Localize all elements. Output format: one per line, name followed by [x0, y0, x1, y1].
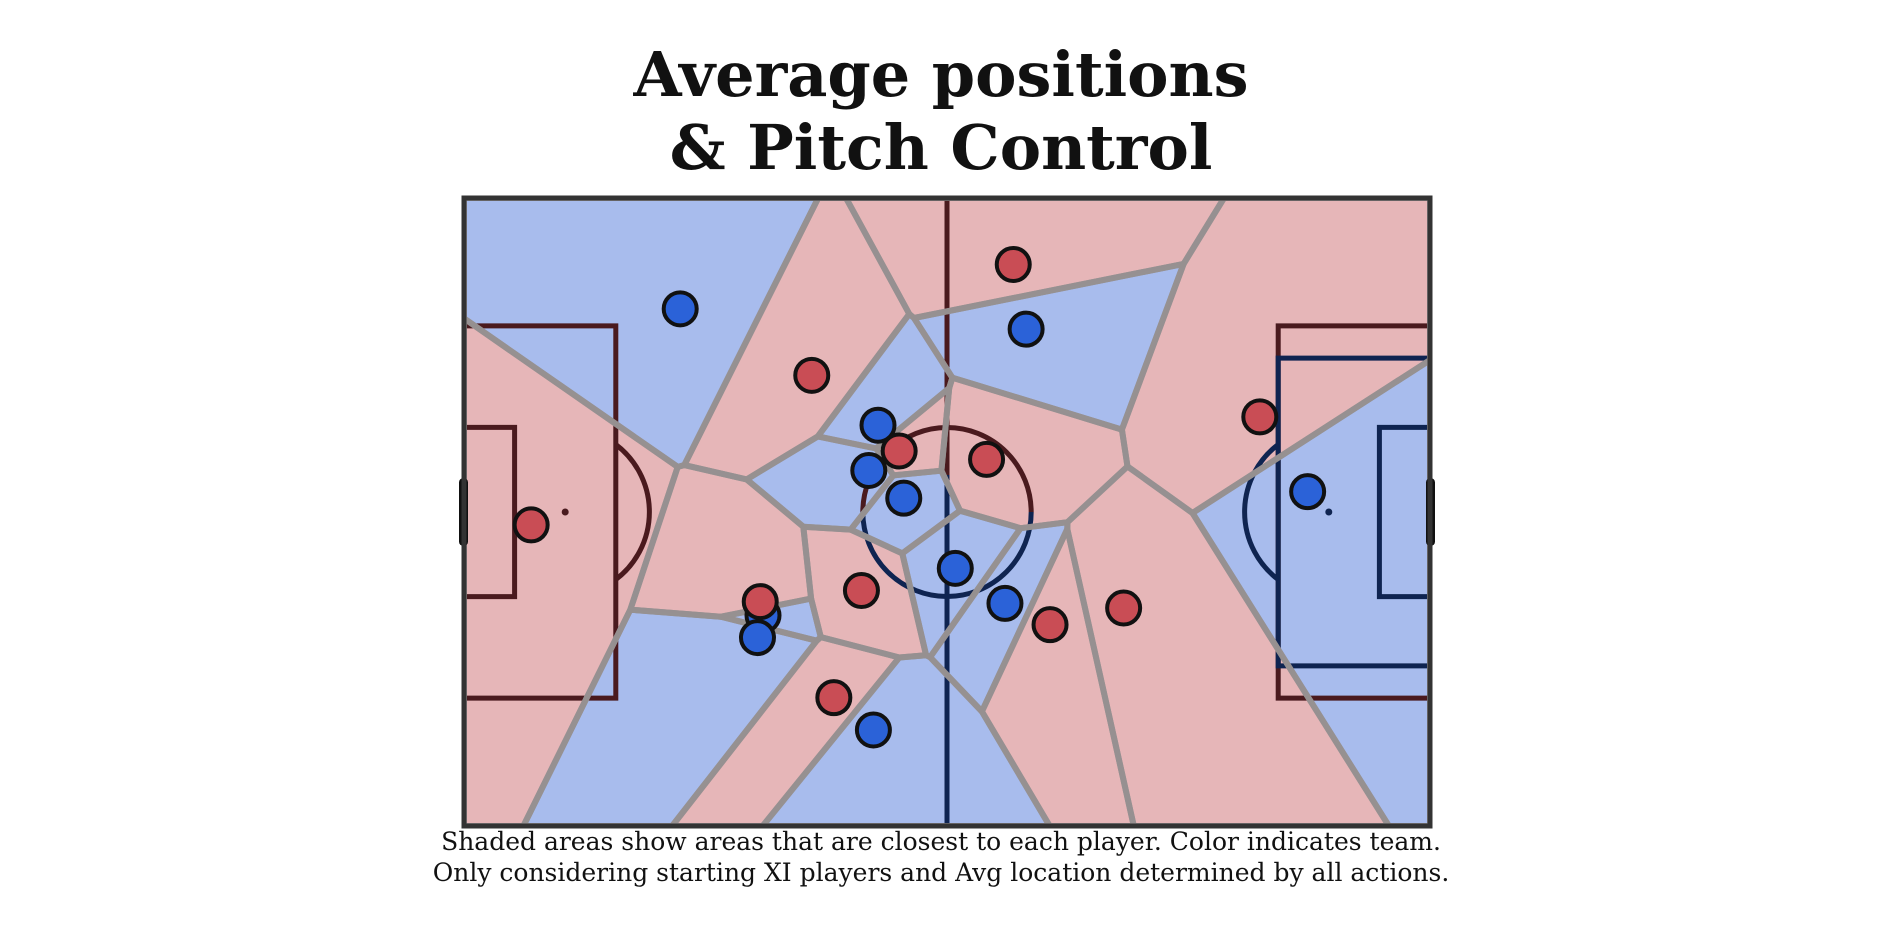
blue-player-marker [988, 587, 1021, 620]
red-player-marker [817, 681, 850, 714]
red-player-marker [744, 585, 777, 618]
right-penalty-spot [1325, 509, 1332, 516]
red-player-marker [845, 574, 878, 607]
caption: Shaded areas show areas that are closest… [0, 826, 1882, 888]
blue-player-marker [1010, 313, 1043, 346]
red-player-marker [795, 359, 828, 392]
caption-line-1: Shaded areas show areas that are closest… [0, 826, 1882, 857]
blue-player-marker [741, 621, 774, 654]
red-player-marker [1107, 592, 1140, 625]
red-player-marker [883, 435, 916, 468]
blue-player-marker [1291, 475, 1324, 508]
left-penalty-spot [562, 509, 569, 516]
blue-player-marker [852, 454, 885, 487]
blue-player-marker [887, 482, 920, 515]
blue-player-marker [939, 552, 972, 585]
red-player-marker [997, 248, 1030, 281]
red-player-marker [1243, 400, 1276, 433]
caption-line-2: Only considering starting XI players and… [0, 857, 1882, 888]
red-player-marker [515, 508, 548, 541]
blue-player-marker [664, 292, 697, 325]
blue-player-marker [857, 713, 890, 746]
red-player-marker [1034, 608, 1067, 641]
red-player-marker [970, 443, 1003, 476]
